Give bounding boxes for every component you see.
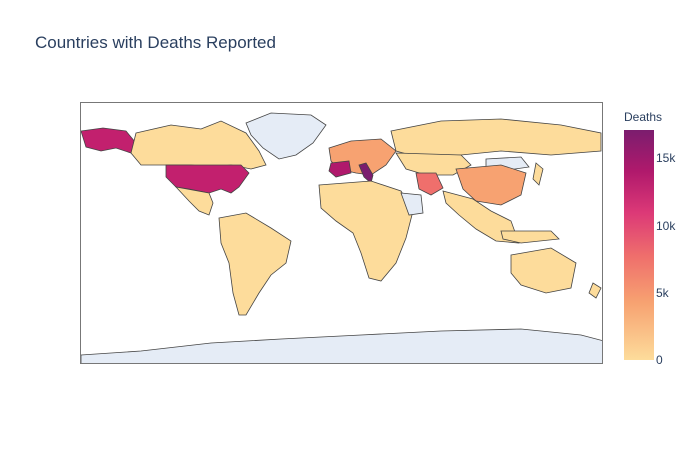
colorbar-title: Deaths: [624, 110, 663, 124]
region-south-asia[interactable]: [442, 190, 520, 244]
world-map-svg: [81, 112, 603, 364]
region-canada[interactable]: [130, 120, 267, 170]
region-antarctica[interactable]: [81, 328, 603, 364]
region-japan[interactable]: [532, 162, 544, 186]
region-russia[interactable]: [390, 118, 602, 159]
region-central-asia[interactable]: [395, 152, 472, 176]
chart-title: Countries with Deaths Reported: [35, 33, 276, 52]
region-arabia[interactable]: [400, 192, 424, 216]
colorbar-tick: 10k: [656, 219, 676, 233]
colorbar-tick: 15k: [656, 151, 676, 165]
region-spain[interactable]: [328, 160, 352, 178]
colorbar-tick: 5k: [656, 286, 669, 300]
region-mexico[interactable]: [174, 186, 214, 216]
region-africa[interactable]: [318, 180, 414, 282]
region-australia[interactable]: [510, 247, 577, 294]
region-china[interactable]: [455, 164, 527, 206]
region-greenland[interactable]: [245, 112, 327, 160]
region-south-america[interactable]: [218, 212, 292, 316]
region-indonesia[interactable]: [500, 230, 560, 244]
colorbar: [624, 130, 654, 360]
colorbar-tick: 0: [656, 353, 663, 367]
region-usa[interactable]: [165, 164, 250, 194]
region-italy[interactable]: [358, 162, 374, 184]
region-iran[interactable]: [415, 172, 444, 196]
region-new-zealand[interactable]: [588, 282, 602, 299]
region-alaska[interactable]: [81, 127, 137, 154]
world-map[interactable]: [80, 102, 603, 364]
